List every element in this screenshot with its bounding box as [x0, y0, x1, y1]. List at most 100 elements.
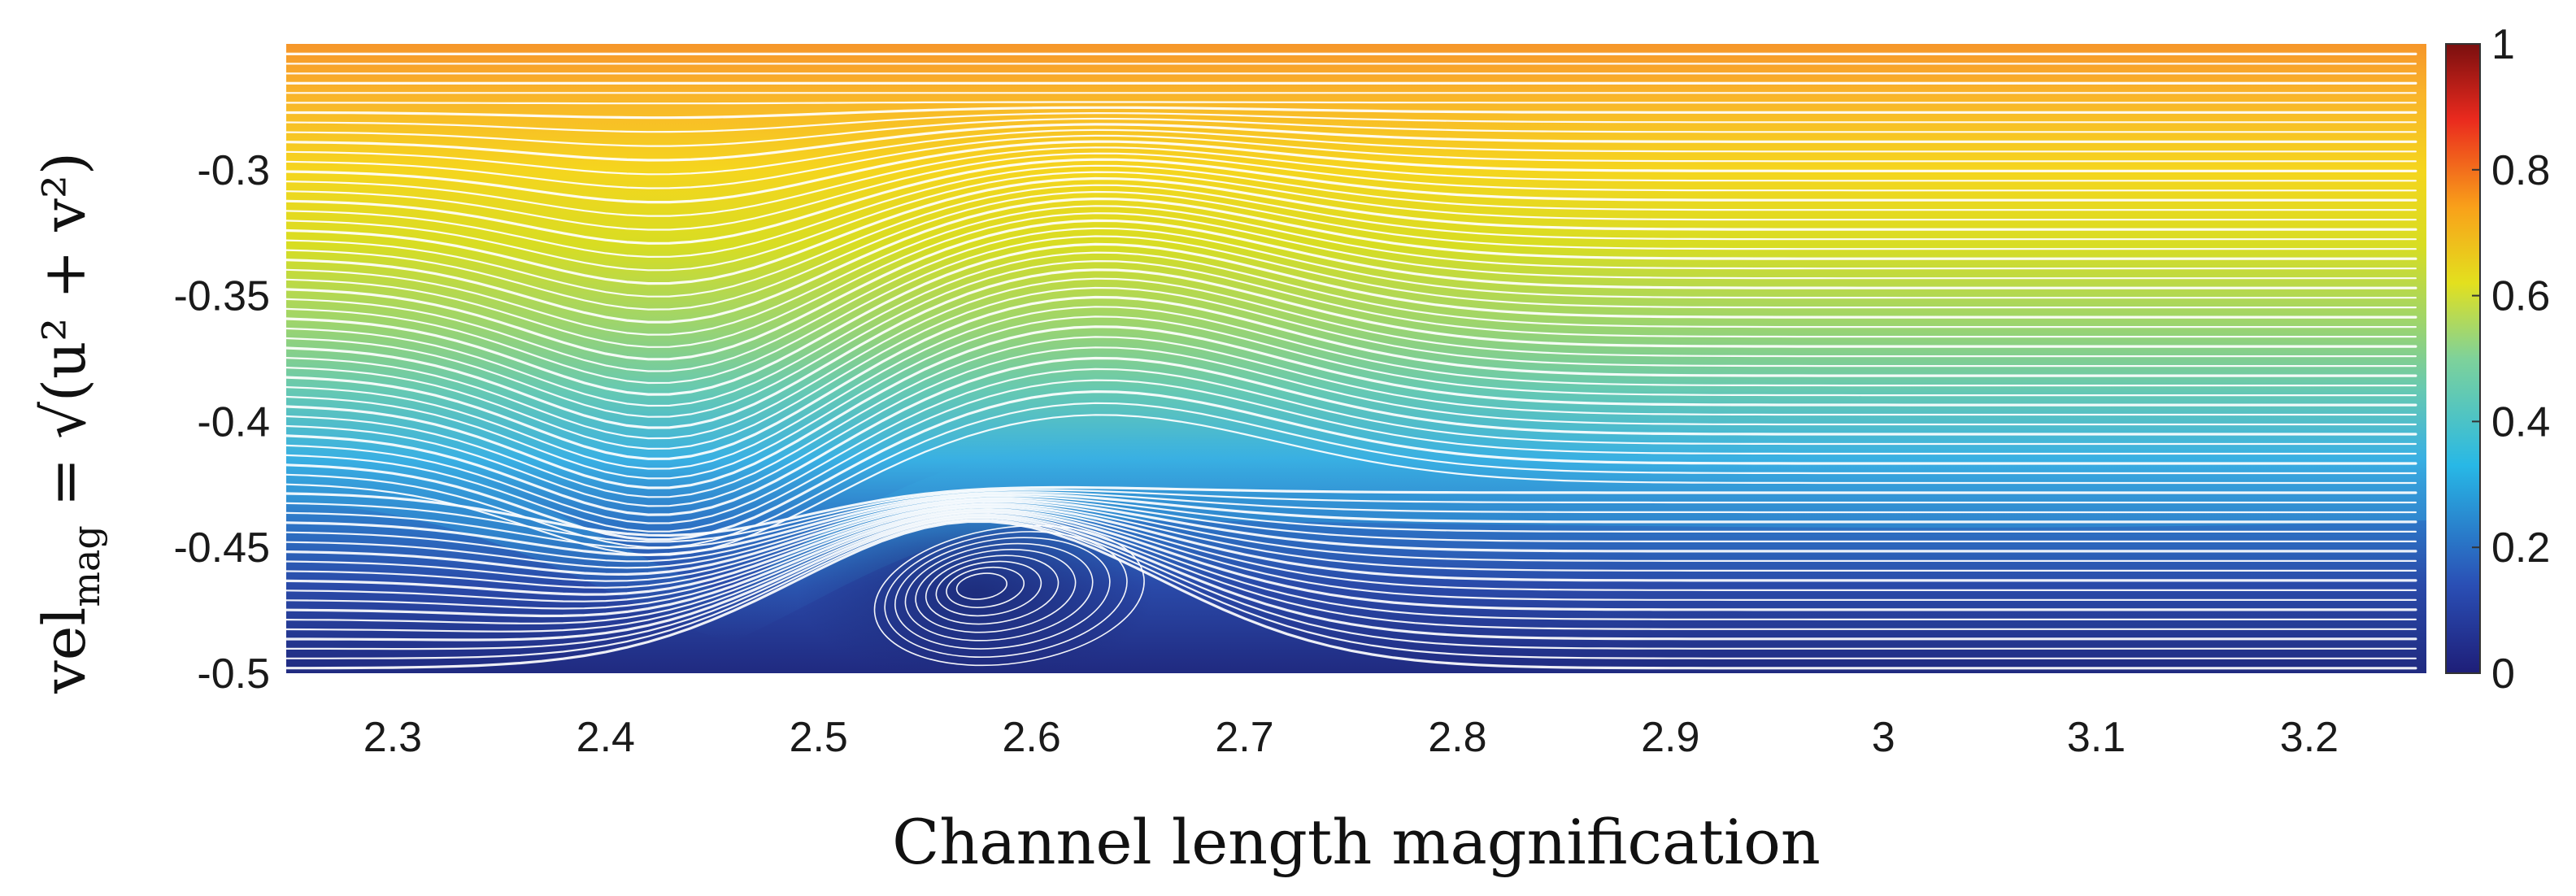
streamline	[286, 346, 2417, 507]
vortex-ring	[955, 572, 1007, 600]
streamline	[286, 106, 2417, 120]
x-tick-label: 3.1	[2067, 714, 2126, 761]
streamline	[286, 306, 2417, 470]
streamline	[286, 506, 2417, 602]
streamline	[286, 101, 2417, 105]
vortex-ring	[935, 560, 1042, 617]
vortex-ring	[904, 542, 1094, 642]
streamline	[286, 489, 2417, 543]
x-tick-label: 2.5	[790, 714, 848, 761]
streamline	[286, 251, 2417, 407]
streamline	[286, 485, 2417, 537]
vortex-streamlines	[873, 524, 1145, 667]
streamline	[286, 519, 2417, 659]
x-tick-label: 3	[1872, 714, 1895, 761]
streamline	[286, 197, 2417, 324]
x-axis-ticks: 2.3 2.4 2.5 2.6 2.7 2.8 2.9 3 3.1 3.2	[363, 714, 2339, 761]
colorbar-tick-label: 0.2	[2491, 524, 2550, 572]
streamline	[286, 164, 2417, 259]
streamline	[286, 492, 2417, 557]
x-tick-label: 2.3	[363, 714, 422, 761]
vortex-ring	[946, 567, 1025, 608]
streamline	[286, 507, 2417, 610]
streamline	[286, 503, 2417, 596]
x-axis-label: Channel length magnification	[892, 806, 1821, 878]
streamline	[286, 515, 2417, 642]
y-tick-label: -0.3	[197, 147, 270, 194]
x-tick-label: 2.7	[1215, 714, 1273, 761]
streamline	[286, 227, 2417, 372]
streamline	[286, 134, 2417, 189]
streamline	[286, 325, 2417, 489]
streamline	[286, 315, 2417, 480]
streamline	[286, 205, 2417, 336]
streamline	[286, 494, 2417, 563]
streamline	[286, 158, 2417, 245]
y-tick-label: -0.4	[197, 398, 270, 446]
streamline	[286, 235, 2417, 385]
streamline	[286, 190, 2417, 311]
streamline	[286, 509, 2417, 618]
streamline	[286, 513, 2417, 633]
streamline	[286, 111, 2417, 133]
vortex-ring	[894, 537, 1111, 650]
streamline	[286, 117, 2417, 147]
x-tick-label: 2.9	[1641, 714, 1699, 761]
colorbar-tick-label: 0	[2491, 650, 2515, 698]
streamline	[286, 152, 2417, 231]
streamline	[286, 502, 2417, 589]
streamline	[286, 497, 2417, 569]
y-tick-label: -0.5	[197, 650, 270, 698]
streamline	[286, 389, 2417, 542]
streamline	[286, 176, 2417, 285]
y-axis-ticks: -0.3 -0.35 -0.4 -0.45 -0.5	[173, 147, 270, 698]
streamline	[286, 140, 2417, 204]
vortex-ring	[915, 549, 1077, 633]
streamline	[286, 511, 2417, 624]
y-axis-label-expression: = √(u² + v²)	[30, 152, 98, 525]
colorbar-ticks: 0 0.2 0.4 0.6 0.8 1	[2472, 21, 2550, 698]
streamline	[286, 184, 2417, 298]
streamline	[286, 123, 2417, 162]
vortex-ring	[925, 555, 1060, 625]
streamline	[286, 259, 2417, 418]
x-tick-label: 2.8	[1428, 714, 1486, 761]
y-axis-label-subscript: mag	[64, 525, 108, 607]
vortex-ring	[884, 531, 1128, 658]
x-tick-label: 2.6	[1002, 714, 1060, 761]
streamline	[286, 146, 2417, 217]
streamline	[286, 268, 2417, 429]
streamline	[286, 379, 2417, 533]
colorbar	[2445, 43, 2481, 674]
streamline	[286, 498, 2417, 576]
x-tick-label: 3.2	[2280, 714, 2339, 761]
y-axis-label: velmag = √(u² + v²)	[30, 152, 108, 694]
streamline	[286, 171, 2417, 272]
y-tick-label: -0.45	[173, 524, 270, 572]
streamline	[286, 128, 2417, 176]
streamline	[286, 277, 2417, 440]
streamline	[286, 286, 2417, 450]
streamlines	[286, 52, 2417, 670]
colorbar-tick-label: 0.6	[2491, 273, 2550, 320]
y-axis-label-main: vel	[30, 607, 98, 694]
colorbar-tick-label: 1	[2491, 21, 2515, 68]
vortex-ring	[873, 524, 1145, 667]
plot-area	[286, 44, 2426, 673]
streamline	[286, 402, 2417, 549]
streamline	[286, 242, 2417, 396]
y-tick-label: -0.35	[173, 273, 270, 320]
streamline	[286, 295, 2417, 460]
streamline	[286, 520, 2417, 670]
streamline	[286, 336, 2417, 498]
streamline	[286, 356, 2417, 516]
x-tick-label: 2.4	[577, 714, 635, 761]
streamline	[286, 212, 2417, 348]
colorbar-tick-label: 0.8	[2491, 147, 2550, 194]
streamline	[286, 500, 2417, 582]
streamline	[286, 368, 2417, 524]
streamline	[286, 491, 2417, 550]
streamline	[286, 516, 2417, 650]
streamline	[286, 219, 2417, 361]
